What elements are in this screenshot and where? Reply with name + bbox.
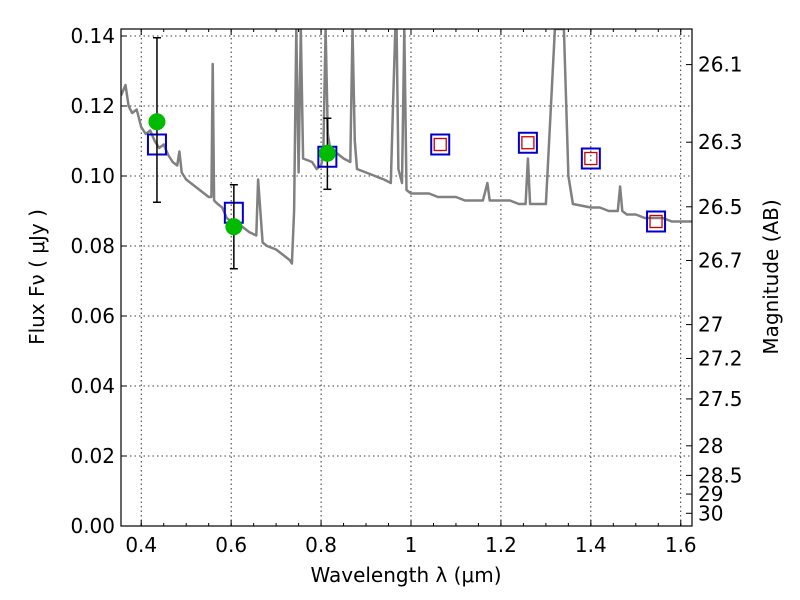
right-tick-label: 26.5 — [698, 195, 743, 219]
right-tick-label: 26.3 — [698, 130, 743, 154]
right-tick-label: 27.2 — [698, 346, 743, 370]
plot-frame — [120, 28, 693, 527]
model-point-inner — [584, 151, 598, 166]
observed-point — [318, 144, 336, 162]
model-point — [430, 133, 451, 156]
model-point — [580, 147, 601, 170]
plot-series — [121, 29, 692, 270]
model-point-inner — [433, 137, 447, 152]
sed-model-line — [121, 29, 692, 265]
y-axis-label: Flux Fν ( μJy ) — [25, 209, 49, 345]
x-tick-label: 0.4 — [125, 533, 157, 557]
right-tick-label: 28 — [698, 434, 723, 458]
y-tick-label: 0.10 — [70, 164, 115, 188]
model-point-inner — [649, 214, 663, 229]
x-tick-label: 1 — [405, 533, 418, 557]
right-tick-label: 27.5 — [698, 387, 743, 411]
observed-point — [225, 218, 243, 236]
y-tick-label: 0.04 — [70, 374, 115, 398]
x-tick-label: 1.2 — [485, 533, 517, 557]
right-tick-label: 30 — [698, 501, 723, 525]
y-tick-label: 0.14 — [70, 24, 115, 48]
model-point — [646, 210, 667, 233]
y-tick-label: 0.00 — [70, 514, 115, 538]
y-tick-label: 0.06 — [70, 304, 115, 328]
x-tick-label: 0.6 — [215, 533, 247, 557]
right-axis-label: Magnitude (AB) — [759, 199, 783, 354]
right-tick-label: 29 — [698, 482, 723, 506]
y-tick-label: 0.08 — [70, 234, 115, 258]
y-tick-label: 0.02 — [70, 444, 115, 468]
x-axis-label: Wavelength λ (μm) — [310, 563, 501, 587]
right-tick-label: 27 — [698, 313, 723, 337]
axes: 0.4 0.6 0.8 1 1.2 1.4 1.6 0.00 0.02 0.04 0.06 0.08 0… — [70, 24, 742, 557]
x-tick-label: 1.4 — [575, 533, 607, 557]
right-tick-label: 26.1 — [698, 53, 743, 77]
x-tick-label: 1.6 — [665, 533, 697, 557]
right-tick-label: 26.7 — [698, 248, 743, 272]
model-point — [517, 131, 538, 154]
observed-point — [148, 113, 166, 131]
y-tick-label: 0.12 — [70, 94, 115, 118]
grid-lines — [121, 29, 692, 527]
right-tick-label: 28.5 — [698, 463, 743, 487]
model-point-inner — [521, 136, 535, 150]
x-tick-label: 0.8 — [305, 533, 337, 557]
